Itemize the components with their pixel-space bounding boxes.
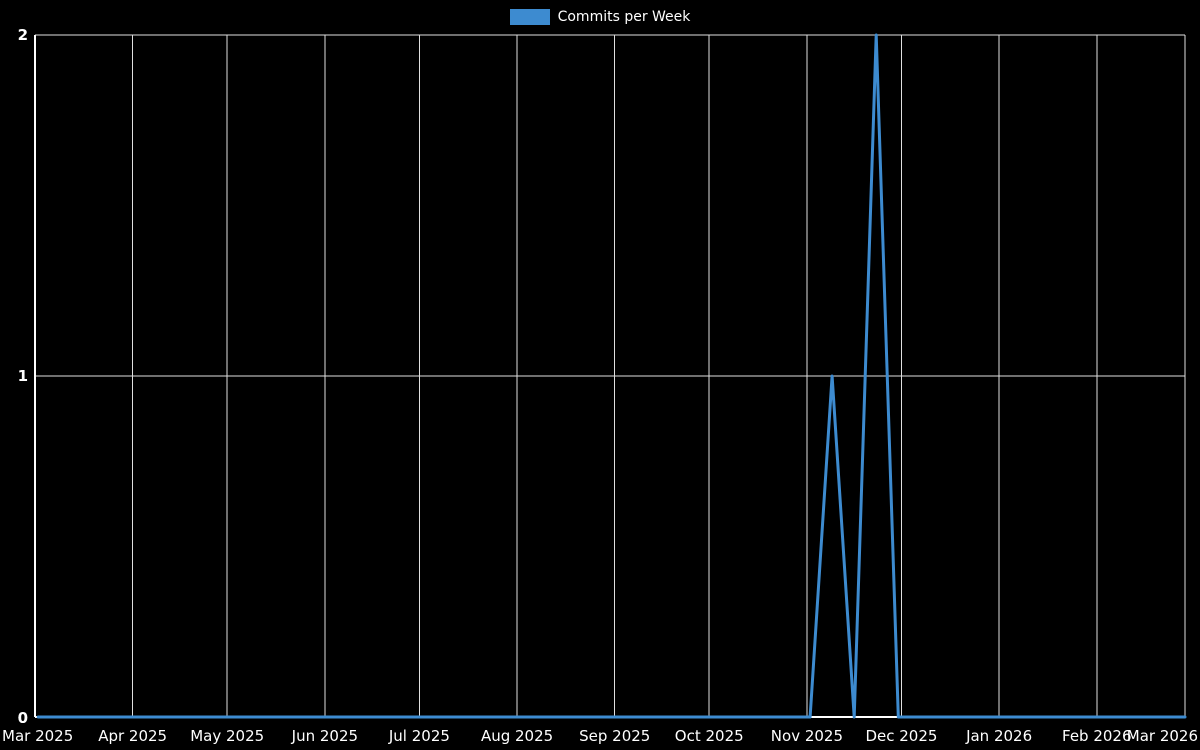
y-axis-label: 1: [18, 367, 28, 385]
legend: Commits per Week: [0, 8, 1200, 26]
x-axis-label: Mar 2026: [1127, 727, 1198, 745]
x-axis-label: Aug 2025: [481, 727, 553, 745]
legend-label: Commits per Week: [557, 9, 691, 25]
x-axis-label: Jul 2025: [388, 727, 450, 745]
x-axis-label: Mar 2025: [2, 727, 73, 745]
x-axis-label: Oct 2025: [675, 727, 744, 745]
legend-swatch: [509, 9, 550, 25]
x-axis-label: Dec 2025: [865, 727, 937, 745]
x-axis-label: Nov 2025: [771, 727, 843, 745]
x-axis-label: May 2025: [190, 727, 264, 745]
x-axis-label: Sep 2025: [579, 727, 650, 745]
x-axis-label: Jun 2025: [291, 727, 358, 745]
x-axis-label: Feb 2026: [1062, 727, 1132, 745]
y-axis-label: 0: [18, 709, 28, 727]
x-axis-label: Jan 2026: [965, 727, 1032, 745]
y-axis-label: 2: [18, 26, 28, 44]
x-axis-label: Apr 2025: [98, 727, 167, 745]
commits-line: [36, 33, 1187, 719]
